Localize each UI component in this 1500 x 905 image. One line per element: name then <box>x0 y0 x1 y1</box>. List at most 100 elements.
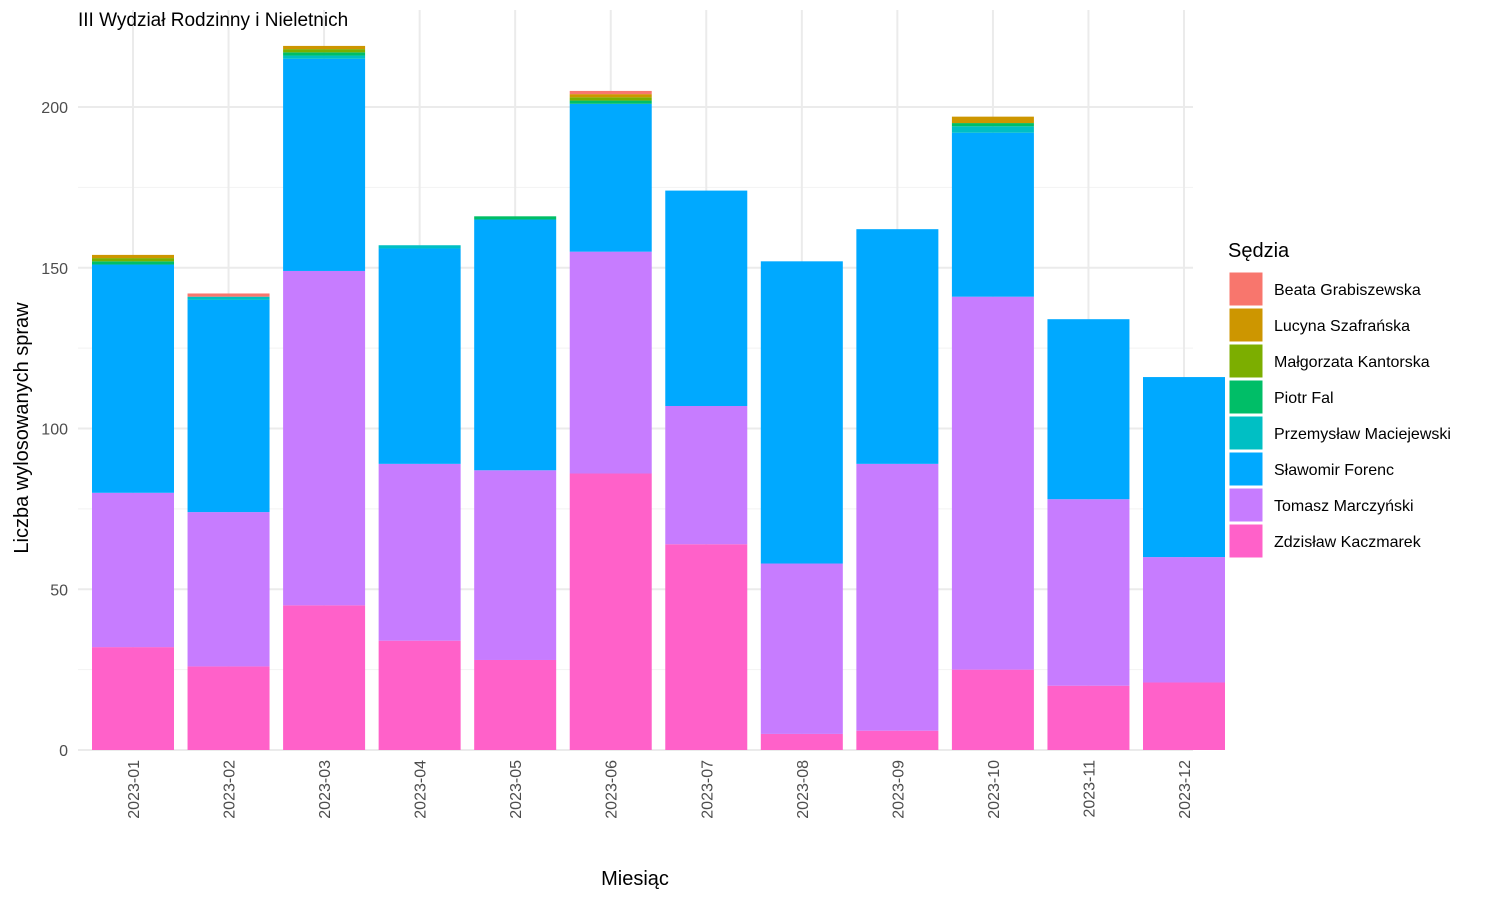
bar-segment <box>760 261 843 564</box>
legend-label: Piotr Fal <box>1274 390 1334 407</box>
bar-segment <box>856 229 939 464</box>
legend-label: Lucyna Szafrańska <box>1274 318 1410 335</box>
bar-segment <box>283 270 366 606</box>
x-axis-ticks: 2023-01 2023-02 2023-03 2023-04 2023-05 2023-… <box>126 760 1194 819</box>
bar-segment <box>92 254 174 259</box>
x-tick-label: 2023-05 <box>508 760 525 819</box>
bar-segment <box>283 605 366 750</box>
bar-segment <box>665 544 748 750</box>
bar-segment <box>665 190 748 406</box>
legend-label: Tomasz Marczyński <box>1274 498 1414 515</box>
legend-item: Małgorzata Kantorska <box>1228 343 1430 379</box>
bar-segment <box>474 219 557 471</box>
y-axis-ticks: 0 50 100 150 200 <box>41 100 68 760</box>
legend-swatch <box>1228 271 1264 307</box>
bar-segment <box>1047 685 1130 750</box>
bar-segment <box>187 299 270 513</box>
legend-swatch <box>1228 343 1264 379</box>
bar-segment <box>951 132 1034 297</box>
x-axis-label: Miesiąc <box>601 868 669 890</box>
bar-segment <box>569 251 652 474</box>
legend-items: Beata Grabiszewska Lucyna Szafrańska Małgo… <box>1228 271 1451 559</box>
y-axis-label: Liczba wylosowanych spraw <box>11 302 33 554</box>
x-tick-label: 2023-04 <box>413 760 430 819</box>
bar-segment <box>1047 319 1130 500</box>
legend-item: Lucyna Szafrańska <box>1228 307 1410 343</box>
y-tick-label: 150 <box>41 261 68 278</box>
bar-segment <box>951 116 1034 124</box>
legend-swatch <box>1228 451 1264 487</box>
bar-segment <box>569 90 652 95</box>
x-tick-label: 2023-03 <box>317 760 334 819</box>
x-tick-label: 2023-07 <box>699 760 716 819</box>
bar-segment <box>665 405 748 545</box>
legend-item: Beata Grabiszewska <box>1228 271 1421 307</box>
bar-segment <box>569 103 652 252</box>
bar-segment <box>569 94 652 98</box>
bar-segment <box>474 659 557 750</box>
x-tick-label: 2023-12 <box>1177 760 1194 819</box>
bar-segment <box>187 296 270 300</box>
bar-segment <box>951 669 1034 750</box>
bar-segment <box>378 245 461 249</box>
bar-segment <box>951 296 1034 670</box>
y-tick-label: 200 <box>41 100 68 117</box>
legend-label: Przemysław Maciejewski <box>1274 426 1451 443</box>
x-tick-label: 2023-09 <box>890 760 907 819</box>
legend-item: Piotr Fal <box>1228 379 1334 415</box>
legend-title: Sędzia <box>1228 240 1290 262</box>
x-tick-label: 2023-01 <box>126 760 143 819</box>
bar-segment <box>760 733 843 750</box>
bar-segment <box>1047 499 1130 686</box>
bar-segment <box>474 470 557 660</box>
bar-segment <box>92 261 174 265</box>
legend-swatch <box>1228 487 1264 523</box>
legend-swatch <box>1228 415 1264 451</box>
legend-item: Przemysław Maciejewski <box>1228 415 1451 451</box>
bar-segment <box>1143 557 1225 683</box>
bar-segment <box>569 100 652 104</box>
bars <box>92 45 1225 750</box>
bar-segment <box>378 463 461 641</box>
bar-segment <box>951 126 1034 133</box>
bar-segment <box>1143 377 1225 558</box>
bar-segment <box>187 512 270 667</box>
legend-swatch <box>1228 379 1264 415</box>
bar-segment <box>92 492 174 648</box>
x-tick-label: 2023-10 <box>986 760 1003 819</box>
bar-segment <box>951 123 1034 127</box>
y-tick-label: 50 <box>50 582 68 599</box>
legend-item: Sławomir Forenc <box>1228 451 1394 487</box>
legend-item: Zdzisław Kaczmarek <box>1228 523 1422 559</box>
legend-label: Małgorzata Kantorska <box>1274 354 1430 371</box>
legend-swatch <box>1228 523 1264 559</box>
bar-segment <box>283 55 366 59</box>
bar-segment <box>856 730 939 750</box>
x-tick-label: 2023-08 <box>795 760 812 819</box>
bar-segment <box>378 248 461 464</box>
legend-label: Sławomir Forenc <box>1274 462 1394 479</box>
bar-segment <box>283 52 366 56</box>
legend-item: Tomasz Marczyński <box>1228 487 1414 523</box>
bar-segment <box>283 45 366 50</box>
bar-segment <box>856 463 939 731</box>
legend-swatch <box>1228 307 1264 343</box>
x-tick-label: 2023-06 <box>604 760 621 819</box>
bar-segment <box>92 647 174 750</box>
y-tick-label: 100 <box>41 422 68 439</box>
legend: Sędzia Beata Grabiszewska Lucyna Szafrańs… <box>1228 240 1451 559</box>
legend-label: Zdzisław Kaczmarek <box>1274 534 1422 551</box>
bar-segment <box>92 264 174 493</box>
bar-segment <box>283 58 366 271</box>
bar-segment <box>283 49 366 53</box>
y-tick-label: 0 <box>59 743 68 760</box>
bar-segment <box>92 258 174 262</box>
x-tick-label: 2023-11 <box>1081 760 1098 818</box>
x-tick-label: 2023-02 <box>222 760 239 819</box>
legend-label: Beata Grabiszewska <box>1274 282 1421 299</box>
bar-segment <box>187 293 270 297</box>
bar-segment <box>474 216 557 220</box>
bar-segment <box>378 640 461 750</box>
